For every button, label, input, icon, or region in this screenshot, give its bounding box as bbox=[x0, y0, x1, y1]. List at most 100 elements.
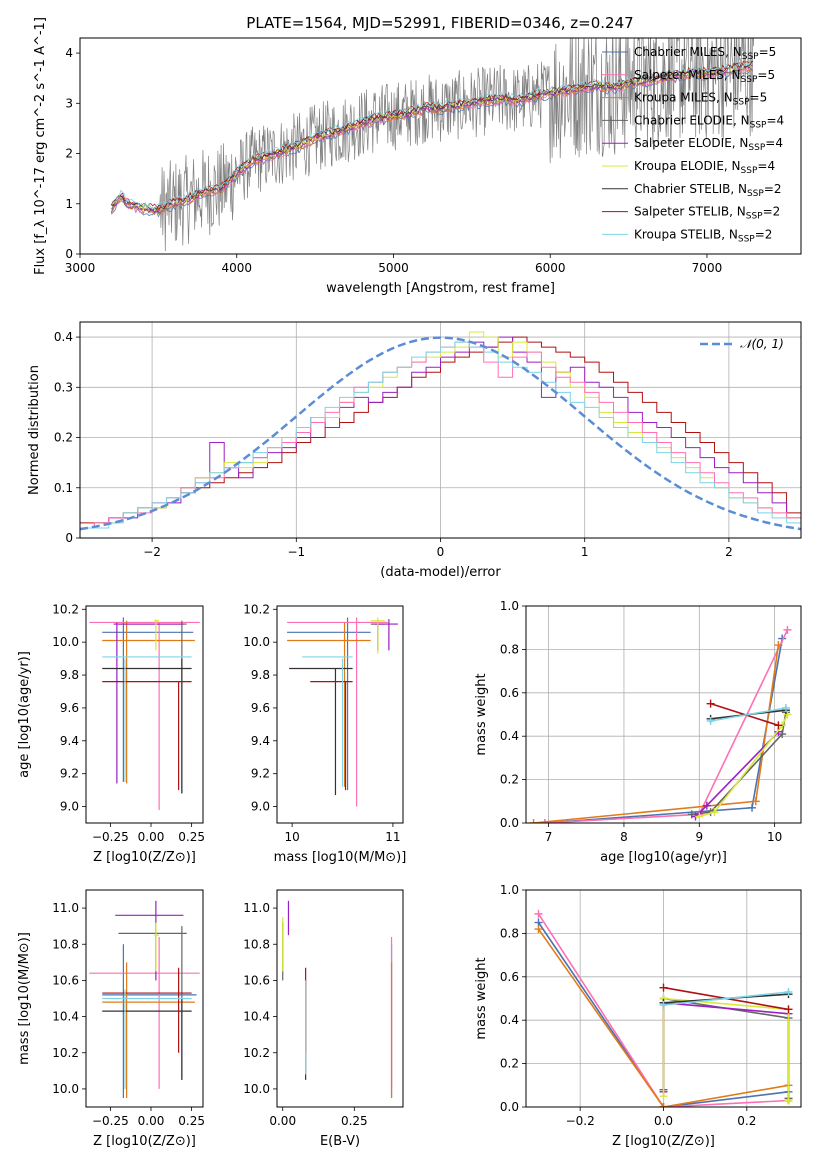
weight-series-line bbox=[537, 922, 789, 1107]
data-point bbox=[154, 922, 160, 972]
y-tick-label: 10.0 bbox=[52, 635, 79, 649]
weight-marker bbox=[695, 812, 704, 821]
y-tick-label: 0.8 bbox=[500, 642, 519, 656]
y-tick-label: 0 bbox=[65, 247, 73, 261]
y-tick-label: 0.4 bbox=[500, 1013, 519, 1027]
data-point bbox=[102, 656, 192, 782]
axes-frame bbox=[276, 605, 404, 824]
y-axis-label: Normed distribution bbox=[27, 365, 42, 495]
age-vs-metallicity-chart: −0.25 0.00 0.25 9.0 9.2 9.4 9.6 9.8 10.0 10.2 Z [l… bbox=[17, 602, 205, 865]
y-tick-label: 10.4 bbox=[52, 1010, 79, 1024]
mass-vs-metallicity-chart: −0.25 0.00 0.25 10.0 10.2 10.4 10.6 10.8 11.0 Z [… bbox=[17, 889, 205, 1149]
y-tick-label: 1.0 bbox=[500, 883, 519, 897]
x-tick-label: 0.2 bbox=[737, 1114, 756, 1128]
y-tick-label: 9.0 bbox=[60, 800, 79, 814]
weight-marker bbox=[748, 803, 757, 812]
data-point bbox=[113, 622, 184, 784]
weight-marker bbox=[659, 1092, 668, 1101]
x-tick-label: 0.25 bbox=[178, 1114, 205, 1128]
legend-label: Salpeter ELODIE, NSSP=4 bbox=[634, 136, 783, 153]
data-point bbox=[374, 619, 398, 651]
y-tick-label: 9.2 bbox=[251, 767, 270, 781]
y-tick-label: 11.0 bbox=[243, 901, 270, 915]
y-tick-label: 0.1 bbox=[54, 481, 73, 495]
x-tick-label: 3000 bbox=[65, 261, 96, 275]
x-tick-label: 0.0 bbox=[654, 1114, 673, 1128]
legend-label: Chabrier STELIB, NSSP=2 bbox=[634, 182, 782, 199]
x-axis-label: age [log10(age/yr)] bbox=[600, 850, 727, 865]
y-tick-label: 0.3 bbox=[54, 380, 73, 394]
x-tick-label: 9 bbox=[695, 830, 703, 844]
data-point bbox=[102, 617, 194, 782]
y-axis-label: Flux [f_λ 10^-17 erg cm^-2 s^-1 A^-1] bbox=[33, 17, 48, 275]
axes-frame bbox=[85, 889, 204, 1108]
data-point bbox=[102, 989, 192, 1089]
y-tick-label: 10.6 bbox=[243, 973, 270, 987]
weight-marker bbox=[659, 983, 668, 992]
data-point bbox=[287, 617, 388, 807]
x-tick-label: 7 bbox=[545, 830, 553, 844]
data-point bbox=[89, 937, 200, 1089]
data-point bbox=[287, 617, 371, 791]
x-tick-label: 0.25 bbox=[341, 1114, 368, 1128]
y-tick-label: 10.8 bbox=[243, 937, 270, 951]
y-tick-label: 2 bbox=[65, 147, 73, 161]
y-tick-label: 0.0 bbox=[500, 1100, 519, 1114]
weight-marker bbox=[706, 717, 715, 726]
data-point bbox=[287, 622, 371, 787]
weight-series-line bbox=[537, 913, 789, 1107]
weight-marker bbox=[706, 699, 715, 708]
x-tick-label: −0.25 bbox=[92, 1114, 129, 1128]
x-axis-label: (data-model)/error bbox=[380, 565, 501, 580]
plot-area bbox=[287, 617, 398, 807]
y-tick-label: 0.6 bbox=[500, 686, 519, 700]
x-axis-label: Z [log10(Z/Z⊙)] bbox=[93, 850, 196, 865]
data-point bbox=[102, 944, 197, 1098]
y-tick-label: 0 bbox=[65, 531, 73, 545]
data-point bbox=[102, 962, 195, 1098]
x-tick-label: −1 bbox=[287, 545, 305, 559]
x-tick-label: 1 bbox=[581, 545, 589, 559]
mass-vs-ebv-chart: 0.00 0.25 10.0 10.2 10.4 10.6 10.8 11.0 E(B-V) bbox=[243, 889, 404, 1149]
residuals-chart: −2 −1 0 1 2 0 0.1 0.2 0.3 0.4 (data-model)/error No… bbox=[27, 321, 802, 580]
y-tick-label: 9.6 bbox=[251, 701, 270, 715]
weight-series-line bbox=[544, 638, 783, 823]
x-tick-label: 7000 bbox=[692, 261, 723, 275]
y-tick-label: 10.6 bbox=[52, 973, 79, 987]
legend-label: Kroupa ELODIE, NSSP=4 bbox=[634, 159, 775, 176]
axes-frame bbox=[525, 605, 802, 824]
plot-area bbox=[529, 625, 792, 823]
spectrum-chart: 3000 4000 5000 6000 7000 0 1 2 3 4 wavelength [Ang… bbox=[33, 17, 802, 296]
axes-frame bbox=[79, 37, 802, 255]
weight-marker bbox=[529, 819, 538, 823]
weight-marker bbox=[702, 801, 711, 810]
weight-marker bbox=[659, 1103, 668, 1107]
y-tick-label: 1.0 bbox=[500, 599, 519, 613]
x-axis-label: E(B-V) bbox=[320, 1134, 360, 1149]
weight-marker bbox=[534, 925, 543, 934]
y-tick-label: 10.0 bbox=[243, 1082, 270, 1096]
x-tick-label: −0.25 bbox=[92, 830, 129, 844]
axes-frame bbox=[525, 889, 802, 1108]
weight-marker bbox=[659, 1001, 668, 1010]
x-axis-label: wavelength [Angstrom, rest frame] bbox=[326, 281, 555, 296]
x-axis-label: Z [log10(Z/Z⊙)] bbox=[93, 1134, 196, 1149]
histogram-series bbox=[80, 336, 801, 529]
weight-marker bbox=[540, 819, 549, 823]
legend-label: Salpeter STELIB, NSSP=2 bbox=[634, 205, 780, 222]
y-tick-label: 0.2 bbox=[54, 431, 73, 445]
weight-series-line bbox=[662, 997, 790, 1099]
y-tick-label: 9.6 bbox=[60, 701, 79, 715]
data-point bbox=[102, 620, 195, 784]
y-tick-label: 10.4 bbox=[243, 1010, 270, 1024]
age-vs-mass-chart: 10 11 9.0 9.2 9.4 9.6 9.8 10.0 10.2 mass [log10(M… bbox=[243, 602, 406, 865]
data-point bbox=[115, 900, 184, 981]
axes-frame bbox=[276, 889, 404, 1108]
plot-area bbox=[282, 900, 393, 1098]
y-tick-label: 10.2 bbox=[243, 1046, 270, 1060]
normal-curve bbox=[80, 336, 801, 531]
x-tick-label: 0.00 bbox=[269, 1114, 296, 1128]
figure-title: PLATE=1564, MJD=52991, FIBERID=0346, z=0… bbox=[246, 14, 633, 32]
grid bbox=[526, 605, 801, 824]
legend: 𝒩(0, 1) bbox=[700, 337, 784, 351]
